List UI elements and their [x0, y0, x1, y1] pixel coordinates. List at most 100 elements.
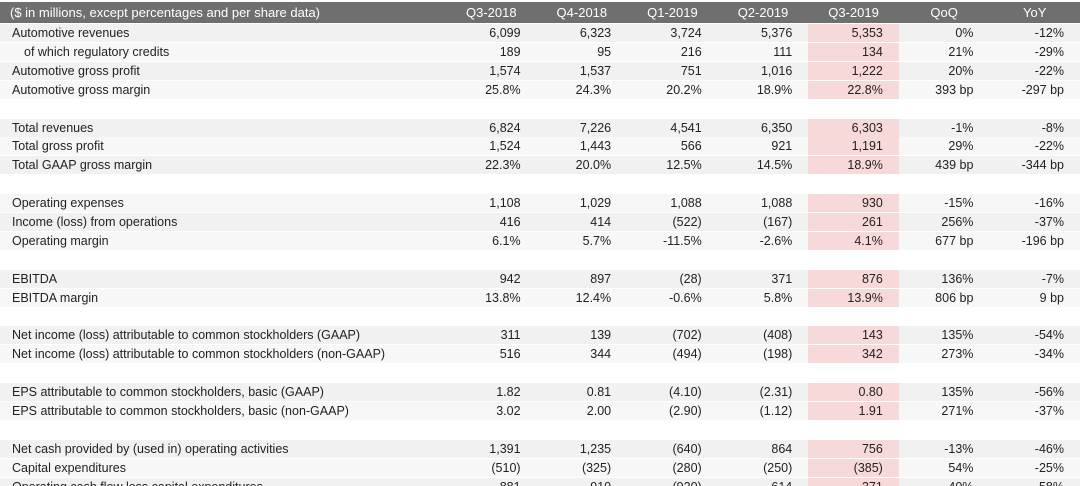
value-cell: (280): [672, 460, 702, 475]
value-cell: 1,537: [579, 63, 612, 78]
value-cell: 1.91: [808, 402, 899, 420]
value-cell: 756: [808, 439, 899, 458]
value-cell: (702): [672, 328, 702, 343]
value-cell: 677 bp: [935, 233, 974, 248]
value-cell: 1,391: [489, 441, 521, 456]
value-cell: 6.1%: [492, 233, 521, 248]
value-cell: -46%: [1034, 441, 1064, 456]
value-cell: 3.02: [496, 404, 521, 418]
value-cell: 6,303: [808, 118, 899, 137]
row-label: EBITDA: [12, 271, 58, 286]
value-cell: 135%: [941, 385, 974, 400]
value-cell: (1.12): [759, 404, 793, 418]
row-label: EPS attributable to common stockholders,…: [12, 385, 324, 400]
value-cell: 4.1%: [808, 231, 899, 250]
value-cell: 311: [500, 328, 521, 343]
value-cell: -16%: [1034, 196, 1064, 211]
row-label: of which regulatory credits: [24, 44, 170, 59]
row-label: Operating margin: [12, 233, 109, 248]
value-cell: 24.3%: [575, 82, 612, 97]
table-row: Net income (loss) attributable to common…: [0, 326, 1080, 345]
value-cell: 881: [446, 478, 537, 486]
value-cell: 216: [680, 44, 702, 59]
value-cell: 1,088: [670, 196, 702, 211]
value-cell: 13.9%: [808, 288, 899, 307]
value-cell: (2.31): [759, 385, 793, 400]
table-row: Total revenues 6,824 7,226 4,541 6,350 6,303 -…: [0, 118, 1080, 137]
value-cell: 9 bp: [1039, 290, 1064, 305]
value-cell: 5,376: [760, 26, 793, 40]
value-cell: 1,222: [808, 61, 899, 80]
row-label: Automotive gross profit: [12, 63, 140, 78]
value-cell: 13.8%: [485, 290, 521, 305]
value-cell: 1,524: [489, 139, 521, 154]
value-cell: 1,191: [808, 137, 899, 156]
row-label: Capital expenditures: [12, 460, 126, 475]
value-cell: 876: [808, 269, 899, 288]
header-cell: Q4-2018: [556, 5, 608, 20]
row-label: Operating cash flow less capital expendi…: [0, 478, 446, 486]
table-row: Total gross profit 1,524 1,443 566 921 1,191 2…: [0, 137, 1080, 156]
value-cell: (167): [763, 215, 793, 229]
value-cell: 134: [808, 42, 899, 61]
value-cell: 20.0%: [575, 158, 612, 173]
value-cell: 139: [590, 328, 612, 343]
value-cell: -40%: [899, 478, 990, 486]
value-cell: (198): [763, 347, 793, 362]
table-row: Capital expenditures (510) (325) (280) (250)…: [0, 458, 1080, 477]
value-cell: 930: [808, 194, 899, 213]
value-cell: -297 bp: [1021, 82, 1064, 97]
row-label: Total GAAP gross margin: [12, 158, 153, 173]
value-cell: 18.9%: [808, 156, 899, 175]
value-cell: 271%: [941, 404, 974, 418]
row-label: Automotive revenues: [12, 26, 130, 40]
row-label: Automotive gross margin: [12, 82, 151, 97]
value-cell: 414: [590, 215, 612, 229]
row-label: EPS attributable to common stockholders,…: [12, 404, 349, 418]
value-cell: 0%: [955, 26, 974, 40]
table-row: Net income (loss) attributable to common…: [0, 345, 1080, 364]
header-cell: YoY: [1023, 5, 1047, 20]
value-cell: (4.10): [669, 385, 702, 400]
header-cell: Q1-2019: [647, 5, 698, 20]
value-cell: -11.5%: [663, 233, 702, 248]
value-cell: 614: [718, 478, 809, 486]
value-cell: -1%: [951, 120, 974, 135]
row-label: Income (loss) from operations: [12, 215, 178, 229]
value-cell: -25%: [1034, 460, 1064, 475]
value-cell: (494): [672, 347, 702, 362]
value-cell: -22%: [1034, 139, 1064, 154]
table-row: Operating cash flow less capital expendi…: [0, 477, 1080, 486]
value-cell: -0.6%: [669, 290, 702, 305]
header-cell: Q3-2019: [828, 5, 879, 20]
value-cell: -2.6%: [759, 233, 793, 248]
table-row: EPS attributable to common stockholders,…: [0, 402, 1080, 420]
row-label: EBITDA margin: [12, 290, 99, 305]
header-row: ($ in millions, except percentages and p…: [0, 2, 1080, 23]
value-cell: 1,029: [579, 196, 612, 211]
value-cell: 5,353: [808, 24, 899, 42]
value-cell: 921: [771, 139, 793, 154]
table-row: of which regulatory credits 189 95 216 111 13…: [0, 42, 1080, 61]
value-cell: 942: [499, 271, 521, 286]
value-cell: 342: [808, 345, 899, 364]
value-cell: 910: [537, 478, 628, 486]
value-cell: -12%: [1034, 26, 1064, 40]
value-cell: 4,541: [670, 120, 702, 135]
value-cell: 261: [808, 213, 899, 231]
value-cell: (510): [491, 460, 521, 475]
value-cell: (522): [672, 215, 702, 229]
value-cell: 516: [499, 347, 521, 362]
value-cell: 1,016: [760, 63, 793, 78]
header-cell: Q3-2018: [465, 5, 517, 20]
table-row: Net cash provided by (used in) operating…: [0, 439, 1080, 458]
value-cell: 54%: [948, 460, 974, 475]
table-row: EPS attributable to common stockholders,…: [0, 383, 1080, 402]
value-cell: 20%: [948, 63, 974, 78]
value-cell: 1,108: [489, 196, 521, 211]
row-label: Total revenues: [12, 120, 94, 135]
value-cell: 2.00: [586, 404, 612, 418]
value-cell: 416: [499, 215, 521, 229]
row-label: Net income (loss) attributable to common…: [12, 347, 386, 362]
